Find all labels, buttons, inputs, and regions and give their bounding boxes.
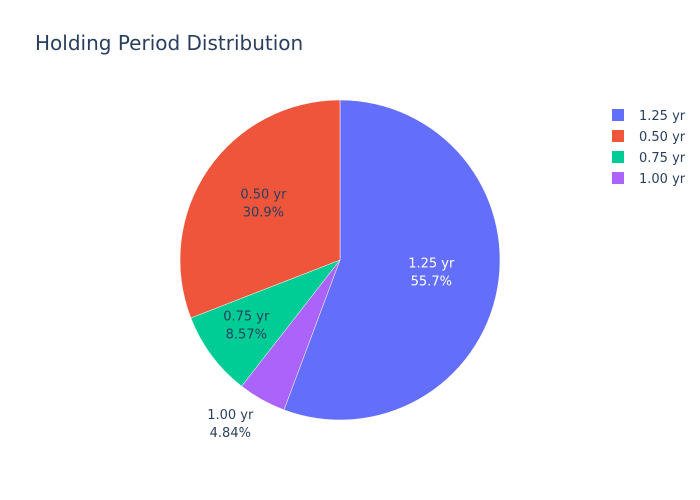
legend-item-0-50-yr[interactable]: 0.50 yr: [612, 130, 686, 145]
slice-percent-0-50-yr: 30.9%: [243, 206, 284, 221]
legend-item-1-00-yr[interactable]: 1.00 yr: [612, 172, 686, 187]
pie-slice-0-75-yr: [190, 259, 341, 387]
pie-slice-1-25-yr: [283, 99, 501, 421]
pie-slices: [179, 99, 501, 421]
legend: 1.25 yr 0.50 yr 0.75 yr 1.00 yr: [612, 109, 686, 187]
legend-label: 1.25 yr: [639, 109, 686, 124]
legend-swatch: [612, 109, 624, 121]
chart-title: Holding Period Distribution: [35, 31, 303, 55]
slice-label-0-75-yr: 0.75 yr: [223, 310, 270, 325]
pie-slice-0-50-yr: [179, 99, 341, 319]
slice-label-1-25-yr: 1.25 yr: [408, 257, 455, 272]
legend-swatch: [612, 172, 624, 184]
legend-item-0-75-yr[interactable]: 0.75 yr: [612, 151, 686, 166]
legend-label: 0.75 yr: [639, 151, 686, 166]
slice-percent-1-25-yr: 55.7%: [411, 275, 452, 290]
legend-item-1-25-yr[interactable]: 1.25 yr: [612, 109, 686, 124]
slice-percent-0-75-yr: 8.57%: [226, 328, 267, 343]
legend-label: 0.50 yr: [639, 130, 686, 145]
slice-percent-1-00-yr: 4.84%: [210, 426, 251, 441]
slice-label-1-00-yr: 1.00 yr: [207, 408, 254, 423]
legend-swatch: [612, 151, 624, 163]
legend-swatch: [612, 130, 624, 142]
legend-label: 1.00 yr: [639, 172, 686, 187]
slice-labels: 1.25 yr 55.7% 1.00 yr 4.84% 0.75 yr 8.57% 0.50…: [207, 188, 455, 442]
slice-label-0-50-yr: 0.50 yr: [240, 188, 287, 203]
